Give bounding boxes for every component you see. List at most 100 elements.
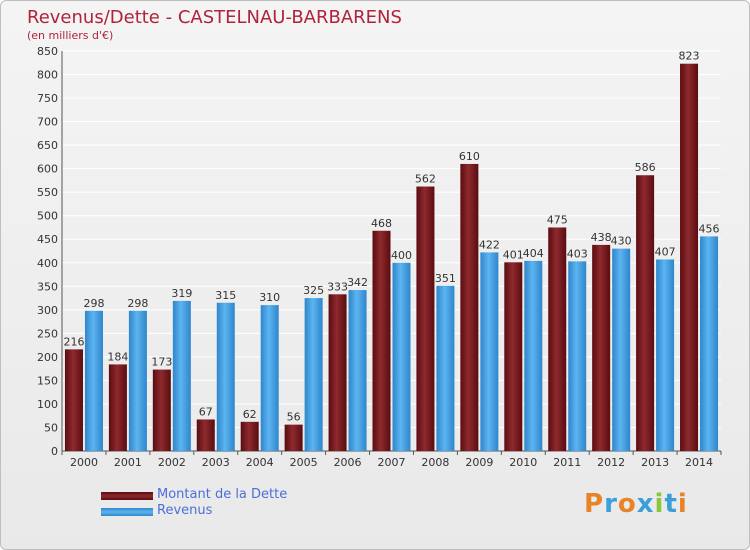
y-tick-label: 700: [37, 116, 58, 129]
chart-title: Revenus/Dette - CASTELNAU-BARBARENS: [27, 7, 402, 28]
data-label-revenus: 422: [479, 238, 500, 251]
data-label-dette: 586: [635, 161, 656, 174]
x-tick-label: 2007: [378, 456, 406, 469]
proxiti-logo: Proxiti: [584, 489, 688, 519]
logo-letter: t: [664, 489, 678, 519]
bar-revenus-2013: [656, 259, 675, 451]
x-tick-label: 2002: [158, 456, 186, 469]
bar-dette-2000: [64, 349, 83, 451]
data-label-dette: 184: [107, 350, 128, 363]
bar-revenus-2000: [84, 310, 103, 451]
legend-label-revenus: Revenus: [157, 503, 213, 518]
bar-dette-2012: [592, 244, 611, 451]
y-tick-label: 600: [37, 163, 58, 176]
data-label-revenus: 404: [523, 247, 544, 260]
data-label-dette: 173: [151, 356, 172, 369]
bar-dette-2004: [240, 421, 259, 451]
y-tick-label: 150: [37, 374, 58, 387]
bar-revenus-2007: [392, 262, 411, 451]
bar-dette-2005: [284, 424, 303, 451]
bar-dette-2013: [636, 175, 655, 451]
bar-revenus-2004: [260, 305, 279, 451]
data-label-dette: 401: [503, 248, 524, 261]
bar-dette-2003: [196, 419, 215, 451]
y-tick-label: 100: [37, 398, 58, 411]
y-tick-label: 350: [37, 280, 58, 293]
bar-revenus-2014: [700, 236, 719, 451]
data-label-dette: 67: [199, 405, 213, 418]
bar-dette-2007: [372, 230, 391, 451]
y-tick-label: 250: [37, 327, 58, 340]
x-tick-label: 2010: [509, 456, 537, 469]
data-label-revenus: 298: [127, 297, 148, 310]
data-label-dette: 823: [679, 50, 700, 63]
x-tick-label: 2013: [641, 456, 669, 469]
x-tick-label: 2003: [202, 456, 230, 469]
x-tick-label: 2008: [421, 456, 449, 469]
chart-subtitle: (en milliers d'€): [27, 29, 114, 42]
x-tick-label: 2006: [334, 456, 362, 469]
y-tick-label: 50: [44, 421, 58, 434]
logo-letter: i: [677, 489, 688, 519]
data-label-revenus: 456: [699, 222, 720, 235]
bar-dette-2009: [460, 163, 479, 452]
bar-revenus-2010: [524, 260, 543, 451]
grid-lines: [62, 50, 721, 452]
x-tick-label: 2000: [70, 456, 98, 469]
data-label-dette: 475: [547, 213, 568, 226]
data-label-revenus: 319: [171, 287, 192, 300]
bars: [64, 63, 719, 452]
data-label-revenus: 298: [83, 297, 104, 310]
x-tick-label: 2009: [465, 456, 493, 469]
data-label-revenus: 400: [391, 249, 412, 262]
data-label-revenus: 310: [259, 291, 280, 304]
y-tick-label: 550: [37, 186, 58, 199]
bar-revenus-2008: [436, 285, 455, 451]
y-tick-label: 500: [37, 210, 58, 223]
bar-revenus-2005: [304, 298, 323, 451]
data-labels: 216 298 184 298 173 319 67 315 62 310 56 325 333 342 4…: [63, 50, 719, 424]
bar-revenus-2006: [348, 290, 367, 451]
bar-revenus-2003: [216, 302, 235, 451]
data-label-dette: 333: [327, 280, 348, 293]
legend-swatch-dette: [101, 492, 153, 500]
logo-letter: P: [584, 489, 605, 519]
x-tick-label: 2005: [290, 456, 318, 469]
data-label-revenus: 430: [611, 235, 632, 248]
data-label-dette: 216: [63, 335, 84, 348]
data-label-dette: 610: [459, 150, 480, 163]
bar-revenus-2001: [128, 310, 147, 451]
y-tick-label: 800: [37, 69, 58, 82]
data-label-dette: 62: [243, 408, 257, 421]
data-label-dette: 56: [287, 411, 301, 424]
axes: 0 50 100 150 200 250 300 350 400 450 500 550 600 650 7…: [37, 45, 722, 469]
bar-revenus-2002: [172, 300, 191, 451]
data-label-revenus: 325: [303, 284, 324, 297]
data-label-revenus: 351: [435, 272, 456, 285]
logo-letter: x: [636, 489, 655, 519]
data-label-dette: 562: [415, 173, 436, 186]
bar-revenus-2012: [612, 248, 631, 451]
y-tick-label: 0: [51, 445, 58, 458]
data-label-revenus: 315: [215, 289, 236, 302]
bar-dette-2002: [152, 369, 171, 451]
bar-dette-2010: [504, 262, 523, 451]
bar-dette-2006: [328, 294, 347, 451]
y-tick-label: 200: [37, 351, 58, 364]
bar-dette-2008: [416, 186, 435, 451]
y-tick-label: 850: [37, 45, 58, 58]
y-tick-label: 750: [37, 92, 58, 105]
x-tick-label: 2011: [553, 456, 581, 469]
bar-revenus-2011: [568, 261, 587, 451]
bar-dette-2011: [548, 227, 567, 451]
data-label-dette: 438: [591, 231, 612, 244]
data-label-revenus: 342: [347, 276, 368, 289]
x-tick-label: 2004: [246, 456, 274, 469]
y-tick-label: 450: [37, 233, 58, 246]
y-tick-label: 400: [37, 257, 58, 270]
x-tick-label: 2012: [597, 456, 625, 469]
x-tick-label: 2014: [685, 456, 713, 469]
data-label-revenus: 403: [567, 247, 588, 260]
